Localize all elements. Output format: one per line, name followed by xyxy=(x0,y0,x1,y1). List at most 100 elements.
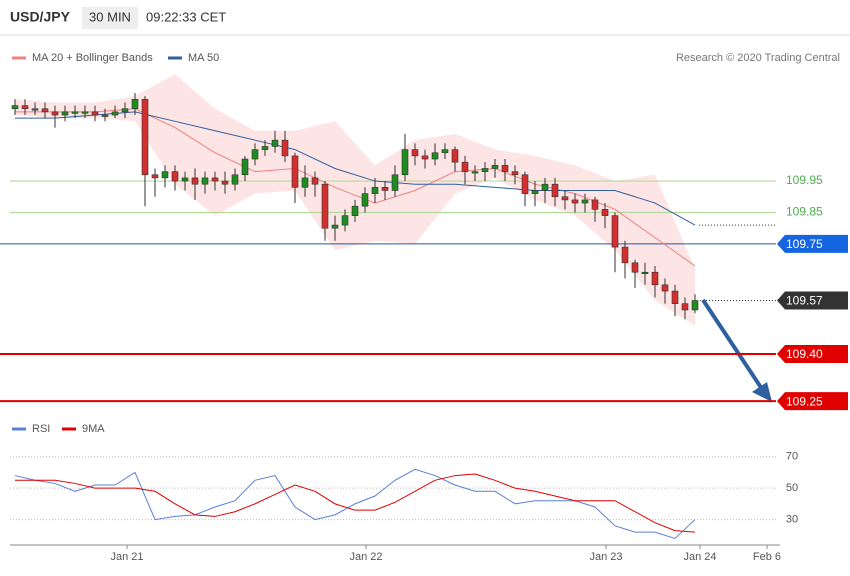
candle-body xyxy=(31,108,39,111)
candle-body xyxy=(211,177,219,182)
candle-body xyxy=(691,300,699,311)
candle-body xyxy=(171,171,179,182)
candle-body xyxy=(331,224,339,229)
legend-label: MA 20 + Bollinger Bands xyxy=(32,52,153,64)
candle-body xyxy=(11,105,19,110)
forecast-arrow xyxy=(701,298,764,391)
candle-body xyxy=(71,111,79,114)
candle-body xyxy=(371,187,379,194)
level-label: 109.25 xyxy=(786,394,823,408)
rsi-legend-label: RSI xyxy=(32,423,50,435)
level-box xyxy=(777,234,848,253)
candle-body xyxy=(101,114,109,117)
level-box xyxy=(777,392,848,411)
forecast-arrow-head xyxy=(752,382,772,402)
candle-body xyxy=(221,180,229,185)
candle-body xyxy=(321,183,329,229)
candle-body xyxy=(441,149,449,154)
candle-body xyxy=(411,149,419,157)
candle-body xyxy=(161,171,169,179)
candle-body xyxy=(341,215,349,226)
level-label: 109.95 xyxy=(786,173,823,187)
candle-body xyxy=(131,99,139,110)
candle-body xyxy=(621,246,629,264)
candle-body xyxy=(251,149,259,160)
candle-body xyxy=(461,161,469,172)
x-tick-label: Jan 23 xyxy=(589,551,622,563)
ma50-line xyxy=(15,111,696,226)
candle-body xyxy=(181,177,189,182)
candle-body xyxy=(581,199,589,204)
candle-body xyxy=(611,215,619,248)
candle-body xyxy=(571,199,579,204)
interval: 30 MIN xyxy=(89,9,131,24)
candle-body xyxy=(421,155,429,160)
candle-body xyxy=(361,193,369,207)
candle-body xyxy=(471,171,479,174)
x-tick-label: Jan 22 xyxy=(349,551,382,563)
candle-body xyxy=(681,303,689,311)
candle-body xyxy=(41,108,49,113)
candle-body xyxy=(151,174,159,179)
candle-body xyxy=(111,111,119,116)
candle-body xyxy=(451,149,459,163)
interval-box xyxy=(82,7,138,29)
level-box xyxy=(777,291,848,310)
candle-body xyxy=(561,196,569,201)
candle-body xyxy=(641,271,649,275)
candle-body xyxy=(261,146,269,150)
candle-body xyxy=(121,108,129,113)
candle-body xyxy=(271,139,279,147)
rsi-legend-label: 9MA xyxy=(82,423,105,435)
time: 09:22:33 CET xyxy=(146,9,226,24)
candle-body xyxy=(661,284,669,292)
candle-body xyxy=(51,111,59,116)
ma20-line xyxy=(15,108,696,267)
x-tick-label: Jan 21 xyxy=(110,551,143,563)
level-label: 109.57 xyxy=(786,294,823,308)
candle-body xyxy=(631,262,639,273)
candle-body xyxy=(431,152,439,160)
candle-body xyxy=(281,139,289,157)
rsi-tick-label: 30 xyxy=(786,513,798,525)
candle-body xyxy=(291,155,299,188)
candle-body xyxy=(491,165,499,169)
candle-body xyxy=(141,99,149,176)
candle-body xyxy=(401,149,409,176)
candle-body xyxy=(591,199,599,210)
candle-body xyxy=(481,168,489,172)
rsi-ma-line xyxy=(15,473,696,533)
candle-body xyxy=(301,177,309,188)
x-tick-label: Jan 24 xyxy=(683,551,716,563)
level-box xyxy=(777,344,848,363)
level-label: 109.75 xyxy=(786,237,823,251)
candle-body xyxy=(201,177,209,185)
candle-body xyxy=(671,290,679,304)
candle-body xyxy=(311,177,319,185)
rsi-tick-label: 70 xyxy=(786,451,798,463)
rsi-tick-label: 50 xyxy=(786,482,798,494)
level-label: 109.85 xyxy=(786,205,823,219)
symbol: USD/JPY xyxy=(10,9,71,25)
candle-body xyxy=(551,183,559,198)
candle-body xyxy=(21,105,29,110)
candle-body xyxy=(531,190,539,194)
level-label: 109.40 xyxy=(786,347,823,361)
candle-body xyxy=(381,187,389,191)
candle-body xyxy=(91,111,99,116)
candle-body xyxy=(241,158,249,176)
x-tick-label: Feb 6 xyxy=(753,551,781,563)
candle-body xyxy=(231,174,239,185)
rsi-line xyxy=(14,468,696,539)
legend-label: MA 50 xyxy=(188,52,219,64)
candle-body xyxy=(521,174,529,194)
credit: Research © 2020 Trading Central xyxy=(676,52,840,64)
candle-body xyxy=(61,111,69,116)
candle-body xyxy=(501,165,509,172)
candle-body xyxy=(541,183,549,191)
candle-body xyxy=(191,177,199,185)
candle-body xyxy=(511,171,519,176)
candle-body xyxy=(351,205,359,216)
